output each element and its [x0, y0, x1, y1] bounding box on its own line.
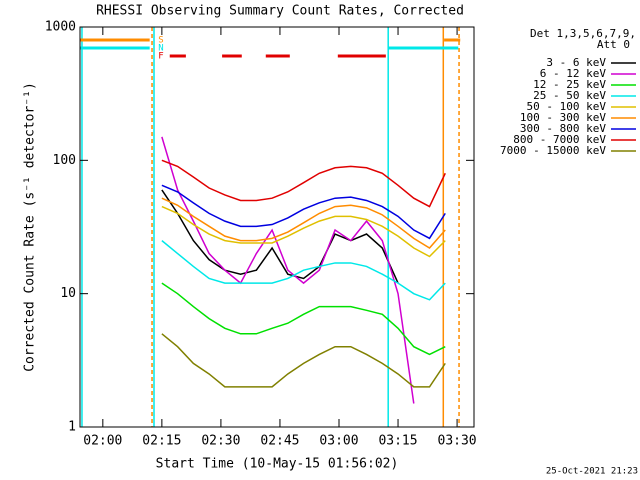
legend-label: 800 - 7000 keV	[513, 133, 606, 146]
x-tick-label: 03:00	[319, 434, 358, 449]
y-tick-label: 10	[60, 286, 76, 301]
footer: 25-Oct-2021 21:23	[546, 467, 638, 477]
legend-label: 7000 - 15000 keV	[500, 144, 606, 157]
series-line	[161, 184, 446, 240]
series-line	[161, 282, 446, 356]
y-tick-label: 100	[53, 153, 76, 168]
x-tick-label: 03:15	[378, 434, 417, 449]
x-axis-label: Start Time (10-May-15 01:56:02)	[156, 457, 399, 472]
series-line	[161, 240, 446, 301]
flag-label: F	[158, 52, 163, 62]
series-line	[161, 159, 446, 208]
plot-frame	[79, 26, 475, 428]
x-tick-label: 03:30	[438, 434, 477, 449]
legend-label: 3 - 6 keV	[546, 56, 606, 69]
series-line	[161, 189, 399, 284]
x-tick-label: 02:30	[201, 434, 240, 449]
legend-title: Det 1,3,5,6,7,9,	[530, 27, 636, 40]
y-tick-label: 1	[68, 420, 76, 435]
legend-title: Att 0	[597, 38, 630, 51]
legend-label: 6 - 12 keV	[540, 67, 607, 80]
x-tick-label: 02:45	[260, 434, 299, 449]
legend-label: 50 - 100 keV	[527, 100, 607, 113]
series-line	[161, 136, 415, 404]
series-line	[161, 205, 446, 258]
legend-label: 25 - 50 keV	[533, 89, 606, 102]
chart-title: RHESSI Observing Summary Count Rates, Co…	[96, 4, 464, 19]
x-tick-label: 02:00	[83, 434, 122, 449]
legend-label: 100 - 300 keV	[520, 111, 606, 124]
x-tick-label: 02:15	[142, 434, 181, 449]
y-axis-label: Corrected Count Rate (s⁻¹ detector⁻¹)	[23, 82, 38, 372]
y-tick-label: 1000	[45, 20, 76, 35]
legend-label: 300 - 800 keV	[520, 122, 606, 135]
flag-label: S	[158, 36, 163, 46]
series-line	[161, 197, 446, 249]
legend-label: 12 - 25 keV	[533, 78, 606, 91]
series-line	[161, 333, 446, 388]
flag-label: N	[158, 44, 163, 54]
